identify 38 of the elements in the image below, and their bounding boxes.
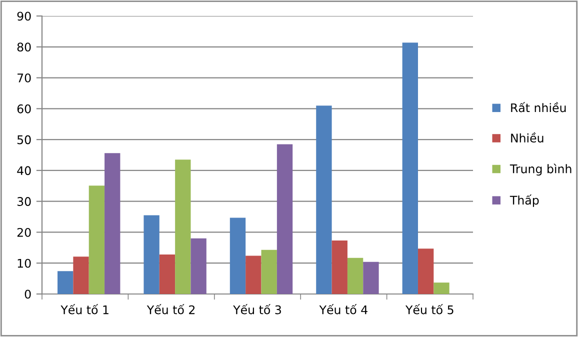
- bar: [261, 250, 277, 294]
- bar: [88, 186, 105, 294]
- bar: [332, 240, 348, 294]
- bar: [276, 144, 293, 294]
- bar: [73, 256, 89, 294]
- bar: [175, 160, 191, 294]
- bar: [316, 106, 332, 294]
- legend-label: Nhiều: [511, 132, 544, 143]
- y-tick-label: 10: [18, 258, 31, 268]
- legend-label: Trung bình: [510, 164, 572, 176]
- bar: [144, 215, 160, 294]
- y-tick-label: 30: [17, 197, 31, 206]
- x-tick-label: Yếu tố 1: [60, 304, 108, 314]
- y-tick-label: 70: [18, 74, 31, 82]
- legend-label: Thấp: [510, 194, 539, 207]
- bar: [363, 262, 379, 294]
- bar: [434, 282, 450, 294]
- y-tick-label: 90: [17, 12, 31, 21]
- y-tick-label: 80: [17, 42, 31, 52]
- bar: [230, 218, 246, 294]
- y-tick-label: 40: [17, 166, 31, 176]
- x-tick-label: Yếu tố 5: [405, 304, 454, 314]
- y-tick-label: 20: [17, 228, 31, 237]
- bar: [104, 153, 120, 294]
- bar: [347, 258, 364, 294]
- bar: [402, 42, 418, 294]
- x-tick-label: Yếu tố 3: [233, 304, 281, 314]
- bar: [58, 271, 74, 294]
- bar: [159, 254, 176, 294]
- bar: [190, 238, 206, 294]
- y-tick-label: 0: [24, 290, 31, 299]
- y-tick-label: 50: [17, 135, 31, 144]
- y-tick-label: 60: [17, 104, 31, 114]
- bar: [418, 248, 434, 294]
- legend-label: Rất nhiều: [511, 102, 566, 112]
- x-tick-label: Yếu tố 4: [319, 304, 368, 314]
- x-tick-label: Yếu tố 2: [146, 304, 195, 314]
- bar: [246, 256, 262, 294]
